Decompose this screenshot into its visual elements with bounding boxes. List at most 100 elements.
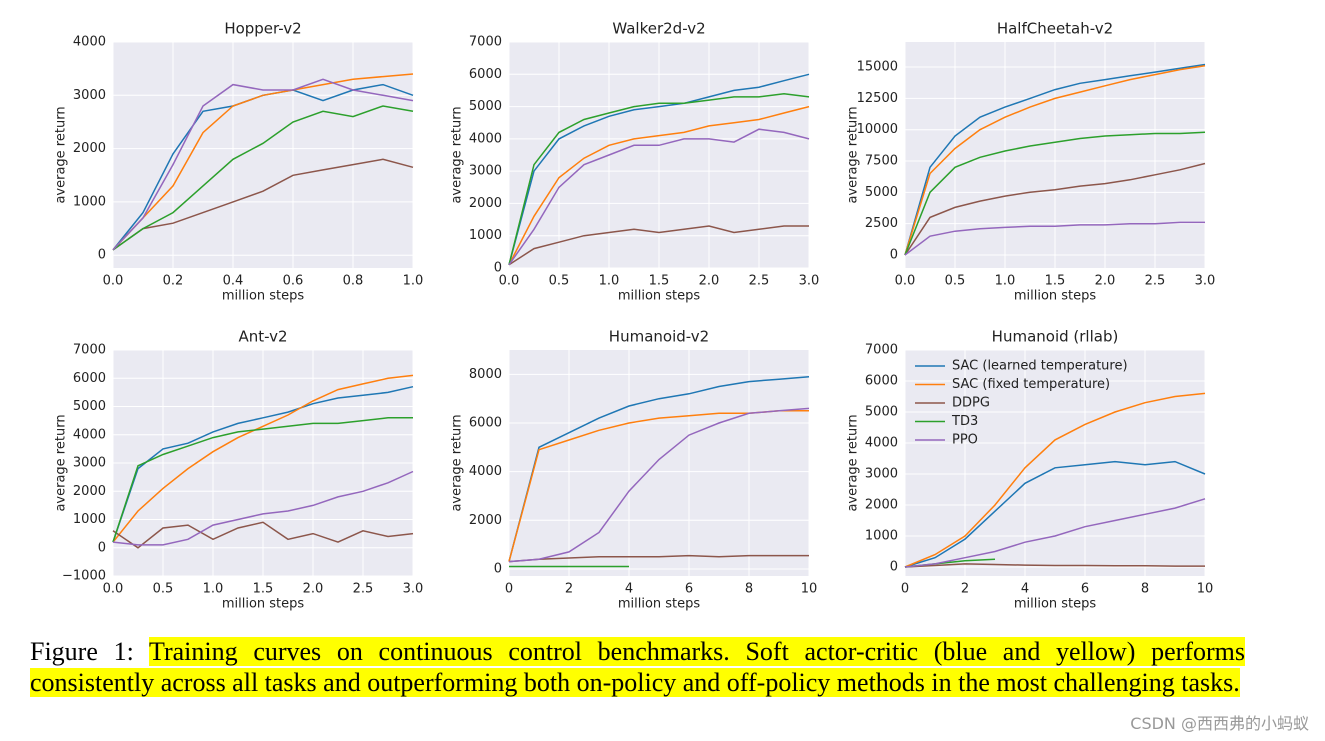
series-line xyxy=(112,78,414,251)
y-tick-label: 6000 xyxy=(469,415,502,430)
y-tick-label: 0 xyxy=(494,561,502,576)
legend-label: DDPG xyxy=(952,396,990,411)
y-axis-label: average return xyxy=(450,106,465,203)
x-tick-label: 1.5 xyxy=(1045,274,1066,289)
x-tick-label: 2.0 xyxy=(303,582,324,597)
y-tick-label: −1000 xyxy=(62,569,106,584)
y-tick-label: 0 xyxy=(98,540,106,555)
x-tick-label: 1.5 xyxy=(649,274,670,289)
y-tick-label: 5000 xyxy=(865,185,898,200)
x-axis-label: million steps xyxy=(618,289,701,304)
chart-title: Hopper-v2 xyxy=(224,20,301,38)
x-axis-label: million steps xyxy=(618,597,701,612)
series-line xyxy=(508,225,809,266)
series-line xyxy=(508,376,810,562)
x-tick-label: 3.0 xyxy=(1195,274,1216,289)
x-tick-label: 2 xyxy=(961,582,969,597)
plot-area xyxy=(113,42,413,268)
x-tick-label: 3.0 xyxy=(799,274,820,289)
y-tick-label: 1000 xyxy=(73,512,106,527)
y-axis-label: average return xyxy=(54,106,69,203)
y-axis-label: average return xyxy=(846,106,861,203)
y-tick-label: 5000 xyxy=(73,399,106,414)
x-tick-label: 2.5 xyxy=(353,582,374,597)
chart-title: Humanoid-v2 xyxy=(609,328,709,346)
x-tick-label: 1.5 xyxy=(253,582,274,597)
y-tick-label: 0 xyxy=(494,261,502,276)
y-tick-label: 8000 xyxy=(469,367,502,382)
x-tick-label: 4 xyxy=(1021,582,1029,597)
y-axis-label: average return xyxy=(450,414,465,511)
x-tick-label: 0.2 xyxy=(163,274,184,289)
x-axis-label: million steps xyxy=(222,597,305,612)
series-line xyxy=(112,105,414,251)
series-line xyxy=(508,73,810,265)
series-line xyxy=(904,131,1206,256)
y-axis-label: average return xyxy=(846,414,861,511)
y-tick-label: 2000 xyxy=(865,498,898,513)
x-tick-label: 0.4 xyxy=(223,274,244,289)
series-line xyxy=(904,65,1206,256)
x-tick-label: 2.5 xyxy=(1145,274,1166,289)
series-line xyxy=(904,563,1205,568)
y-tick-label: 0 xyxy=(98,248,106,263)
series-line xyxy=(112,158,414,251)
y-tick-label: 10000 xyxy=(857,122,898,137)
y-tick-label: 4000 xyxy=(469,464,502,479)
caption-label: Figure 1: xyxy=(30,637,134,666)
x-tick-label: 6 xyxy=(685,582,693,597)
series-line xyxy=(112,73,414,251)
y-tick-label: 2000 xyxy=(469,513,502,528)
chart-title: Humanoid (rllab) xyxy=(992,328,1119,346)
y-tick-label: 3000 xyxy=(73,456,106,471)
legend-label: TD3 xyxy=(951,414,978,429)
y-tick-label: 15000 xyxy=(857,60,898,75)
y-tick-label: 2500 xyxy=(865,216,898,231)
series-line xyxy=(904,221,1205,256)
y-tick-label: 7500 xyxy=(865,154,898,169)
series-line xyxy=(508,128,810,266)
plot-area xyxy=(509,350,809,576)
x-tick-label: 0.0 xyxy=(895,274,916,289)
x-tick-label: 1.0 xyxy=(995,274,1016,289)
series-line xyxy=(112,374,414,543)
series-line xyxy=(904,392,1206,568)
series-line xyxy=(112,417,413,543)
legend-label: SAC (learned temperature) xyxy=(952,359,1128,374)
y-tick-label: 2000 xyxy=(73,484,106,499)
y-tick-label: 4000 xyxy=(865,436,898,451)
series-line xyxy=(904,498,1206,568)
x-tick-label: 1.0 xyxy=(403,274,424,289)
series-line xyxy=(508,105,810,266)
series-line xyxy=(508,554,809,563)
y-tick-label: 3000 xyxy=(73,88,106,103)
series-line xyxy=(508,407,810,563)
caption-text: Training curves on continuous control be… xyxy=(30,637,1245,697)
x-tick-label: 8 xyxy=(745,582,753,597)
x-tick-label: 1.0 xyxy=(203,582,224,597)
series-line xyxy=(904,460,1206,568)
series-line xyxy=(904,162,1206,256)
caption: Figure 1: Training curves on continuous … xyxy=(30,636,1245,698)
chart-title: Ant-v2 xyxy=(238,328,287,346)
x-axis-label: million steps xyxy=(1014,597,1097,612)
y-tick-label: 4000 xyxy=(73,427,106,442)
y-axis-label: average return xyxy=(54,414,69,511)
y-tick-label: 3000 xyxy=(469,164,502,179)
chart-title: Walker2d-v2 xyxy=(612,20,705,38)
y-tick-label: 6000 xyxy=(73,371,106,386)
x-tick-label: 10 xyxy=(1197,582,1214,597)
y-tick-label: 6000 xyxy=(469,67,502,82)
x-tick-label: 0.0 xyxy=(103,274,124,289)
y-tick-label: 3000 xyxy=(865,467,898,482)
y-tick-label: 0 xyxy=(890,247,898,262)
x-tick-label: 0.5 xyxy=(945,274,966,289)
series-line xyxy=(112,521,414,549)
y-tick-label: 6000 xyxy=(865,374,898,389)
y-tick-label: 2000 xyxy=(73,141,106,156)
legend-label: PPO xyxy=(952,433,978,448)
y-tick-label: 0 xyxy=(890,560,898,575)
series-line xyxy=(112,385,414,543)
